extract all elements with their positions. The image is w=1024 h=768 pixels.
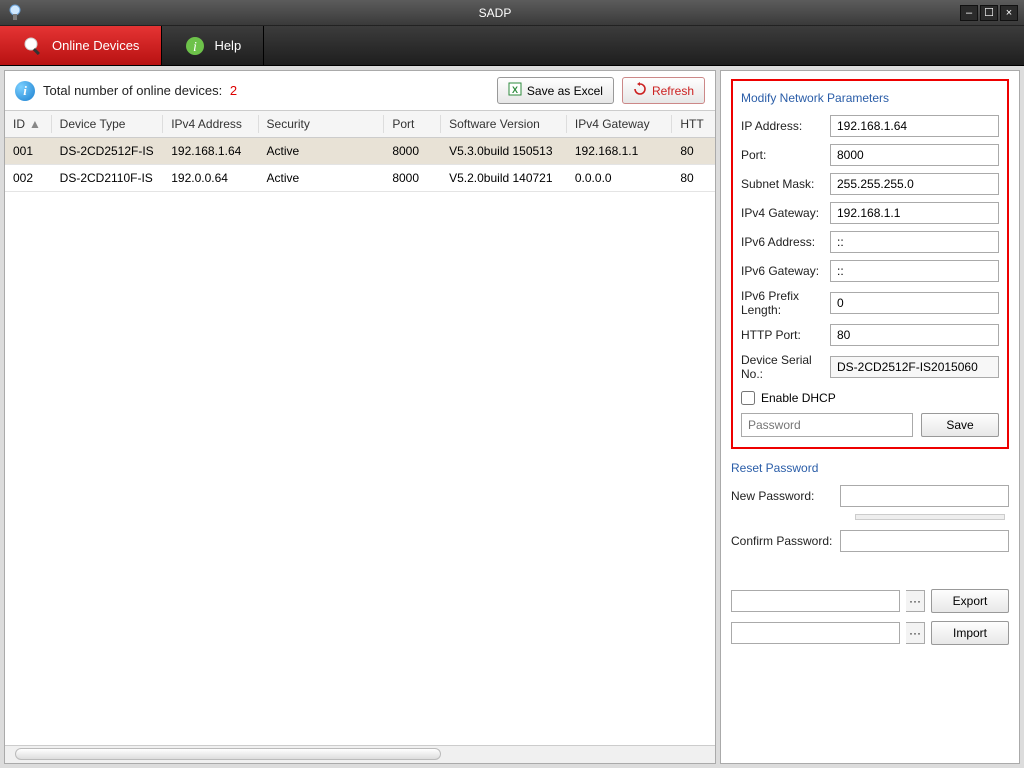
modify-network-highlight: Modify Network Parameters IP Address: Po… <box>731 79 1009 449</box>
minimize-button[interactable]: – <box>960 5 978 21</box>
column-header[interactable]: HTT <box>672 111 715 138</box>
column-header[interactable]: Software Version <box>441 111 567 138</box>
http-port-input[interactable] <box>830 324 999 346</box>
table-cell: 192.168.1.64 <box>163 138 258 165</box>
ip-address-label: IP Address: <box>741 119 824 133</box>
http-port-label: HTTP Port: <box>741 328 824 342</box>
table-cell: 192.168.1.1 <box>567 138 672 165</box>
maximize-button[interactable]: ☐ <box>980 5 998 21</box>
table-cell: V5.3.0build 150513 <box>441 138 567 165</box>
export-button[interactable]: Export <box>931 589 1009 613</box>
table-cell: Active <box>259 165 385 192</box>
device-serial-input <box>830 356 999 378</box>
new-password-input[interactable] <box>840 485 1009 507</box>
table-cell: DS-2CD2110F-IS <box>52 165 164 192</box>
table-cell: 8000 <box>384 165 441 192</box>
enable-dhcp-checkbox[interactable] <box>741 391 755 405</box>
subnet-mask-label: Subnet Mask: <box>741 177 824 191</box>
export-browse-button[interactable]: ··· <box>906 590 925 612</box>
table-cell: 80 <box>672 165 715 192</box>
refresh-button[interactable]: Refresh <box>622 77 705 104</box>
confirm-password-input[interactable] <box>840 530 1009 552</box>
excel-icon: X <box>508 82 522 99</box>
help-icon: i <box>184 35 206 57</box>
import-browse-button[interactable]: ··· <box>906 622 925 644</box>
enable-dhcp-label: Enable DHCP <box>761 391 836 405</box>
ip-address-input[interactable] <box>830 115 999 137</box>
device-table: ID▲Device TypeIPv4 AddressSecurityPortSo… <box>5 111 715 192</box>
table-row[interactable]: 002DS-2CD2110F-IS192.0.0.64Active8000V5.… <box>5 165 715 192</box>
menu-bar: Online Devices i Help <box>0 26 1024 66</box>
scrollbar-thumb[interactable] <box>15 748 441 760</box>
app-icon <box>6 4 24 22</box>
table-cell: 192.0.0.64 <box>163 165 258 192</box>
refresh-label: Refresh <box>652 84 694 98</box>
tab-help[interactable]: i Help <box>162 26 264 65</box>
reset-password-title: Reset Password <box>731 461 1009 475</box>
table-cell: 8000 <box>384 138 441 165</box>
device-list-panel: i Total number of online devices: 2 X Sa… <box>4 70 716 764</box>
svg-text:X: X <box>512 85 518 95</box>
new-password-label: New Password: <box>731 489 834 503</box>
import-button[interactable]: Import <box>931 621 1009 645</box>
magnifier-icon <box>22 35 44 57</box>
device-toolbar: i Total number of online devices: 2 X Sa… <box>5 71 715 111</box>
device-serial-label: Device Serial No.: <box>741 353 824 381</box>
content-area: i Total number of online devices: 2 X Sa… <box>0 66 1024 768</box>
horizontal-scrollbar[interactable] <box>5 745 715 763</box>
save-as-excel-label: Save as Excel <box>527 84 603 98</box>
export-path-input[interactable] <box>731 590 900 612</box>
ipv6-gateway-label: IPv6 Gateway: <box>741 264 824 278</box>
ipv6-prefix-length-label: IPv6 Prefix Length: <box>741 289 824 317</box>
column-header[interactable]: ID▲ <box>5 111 52 138</box>
column-header[interactable]: Security <box>259 111 385 138</box>
confirm-password-label: Confirm Password: <box>731 534 834 548</box>
subnet-mask-input[interactable] <box>830 173 999 195</box>
column-header[interactable]: Port <box>384 111 441 138</box>
title-bar: SADP – ☐ × <box>0 0 1024 26</box>
table-row[interactable]: 001DS-2CD2512F-IS192.168.1.64Active8000V… <box>5 138 715 165</box>
total-devices-count: 2 <box>230 83 237 98</box>
device-table-wrap[interactable]: ID▲Device TypeIPv4 AddressSecurityPortSo… <box>5 111 715 745</box>
ipv6-prefix-length-input[interactable] <box>830 292 999 314</box>
save-as-excel-button[interactable]: X Save as Excel <box>497 77 614 104</box>
column-header[interactable]: IPv4 Gateway <box>567 111 672 138</box>
tab-help-label: Help <box>214 38 241 53</box>
column-header[interactable]: IPv4 Address <box>163 111 258 138</box>
table-cell: 0.0.0.0 <box>567 165 672 192</box>
window-title: SADP <box>30 6 960 20</box>
save-button[interactable]: Save <box>921 413 999 437</box>
info-icon: i <box>15 81 35 101</box>
close-button[interactable]: × <box>1000 5 1018 21</box>
ipv4-gateway-input[interactable] <box>830 202 999 224</box>
table-cell: 80 <box>672 138 715 165</box>
network-side-panel: Modify Network Parameters IP Address: Po… <box>720 70 1020 764</box>
table-cell: 002 <box>5 165 52 192</box>
table-cell: Active <box>259 138 385 165</box>
ipv6-address-label: IPv6 Address: <box>741 235 824 249</box>
import-path-input[interactable] <box>731 622 900 644</box>
table-cell: DS-2CD2512F-IS <box>52 138 164 165</box>
total-devices-label: Total number of online devices: <box>43 83 222 98</box>
svg-text:i: i <box>193 40 197 55</box>
ipv4-gateway-label: IPv4 Gateway: <box>741 206 824 220</box>
password-strength-bar <box>855 514 1005 520</box>
tab-online-devices-label: Online Devices <box>52 38 139 53</box>
ipv6-gateway-input[interactable] <box>830 260 999 282</box>
sort-asc-icon: ▲ <box>29 117 41 131</box>
tab-online-devices[interactable]: Online Devices <box>0 26 162 65</box>
refresh-icon <box>633 82 647 99</box>
port-label: Port: <box>741 148 824 162</box>
modify-network-title: Modify Network Parameters <box>741 91 999 105</box>
total-devices-text: Total number of online devices: 2 <box>43 83 489 98</box>
table-cell: 001 <box>5 138 52 165</box>
column-header[interactable]: Device Type <box>52 111 164 138</box>
port-input[interactable] <box>830 144 999 166</box>
ipv6-address-input[interactable] <box>830 231 999 253</box>
table-cell: V5.2.0build 140721 <box>441 165 567 192</box>
admin-password-input[interactable] <box>741 413 913 437</box>
